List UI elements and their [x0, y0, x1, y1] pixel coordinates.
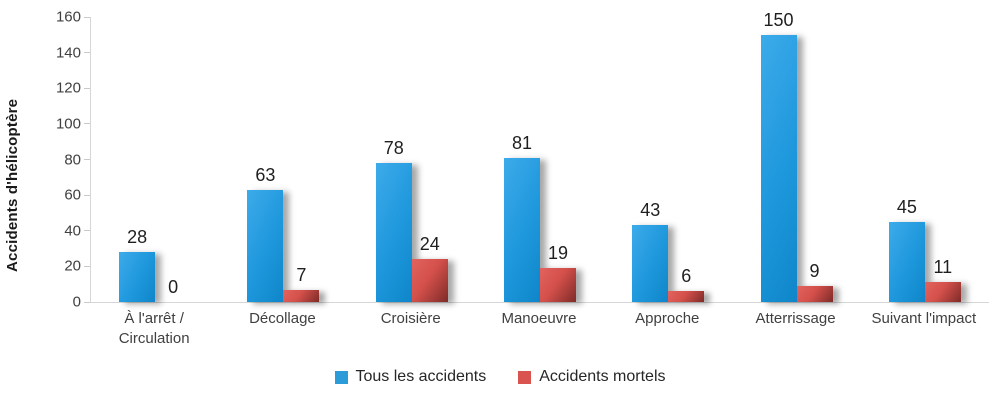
y-tick-mark [84, 265, 90, 267]
value-label-total-6: 45 [896, 196, 917, 217]
y-tick-label: 140 [55, 44, 81, 62]
y-tick-label: 160 [55, 8, 81, 26]
bar-total-6 [888, 221, 925, 302]
x-axis-labels: À l'arrêt / Circulation Décollage Croisièr… [0, 309, 1000, 355]
x-category-label-3: Manoeuvre [501, 310, 577, 327]
y-tick-mark [84, 87, 90, 89]
legend-item-total: Tous les accidents [334, 368, 487, 386]
legend: Tous les accidents Accidents mortels [0, 368, 1000, 386]
y-axis-title: Accidents d'hélicoptère [4, 98, 21, 272]
y-tick-mark [84, 230, 90, 232]
bar-total-0 [119, 252, 156, 302]
value-label-fatal-0: 0 [168, 277, 179, 297]
y-tick-mark [84, 159, 90, 160]
value-label-fatal-2: 24 [419, 234, 440, 255]
bar-total-2 [375, 163, 412, 302]
y-tick-label: 20 [64, 257, 81, 275]
plot-area: 0 20 40 60 80 100 120 140 160 28 0 63 7 78 24 81 19 43 6 15… [56, 9, 989, 311]
bar-total-5 [760, 34, 797, 302]
y-tick-label: 120 [55, 79, 81, 97]
bar-fatal-5 [796, 285, 833, 302]
legend-swatch-icon [518, 370, 532, 384]
legend-swatch-icon [334, 370, 348, 384]
bar-fatal-3 [540, 268, 576, 302]
y-tick-mark [84, 52, 90, 54]
y-tick-label: 0 [72, 293, 81, 311]
x-category-label-6: Suivant l'impact [871, 310, 977, 327]
bar-fatal-2 [411, 259, 448, 302]
value-label-total-4: 43 [640, 200, 661, 221]
y-tick-label: 80 [64, 151, 81, 168]
value-label-total-2: 78 [383, 138, 404, 159]
legend-label: Accidents mortels [539, 368, 666, 385]
bar-total-1 [247, 189, 284, 302]
value-label-total-5: 150 [763, 9, 794, 30]
y-tick-label: 100 [55, 115, 81, 133]
value-label-fatal-3: 19 [547, 243, 569, 264]
x-category-label-0: À l'arrêt / Circulation [118, 310, 190, 348]
legend-label: Tous les accidents [355, 368, 487, 385]
x-category-label-2: Croisière [380, 310, 441, 327]
y-tick-mark [84, 301, 90, 303]
y-tick-mark [84, 16, 90, 18]
value-label-fatal-4: 6 [681, 266, 692, 287]
value-label-fatal-1: 7 [296, 264, 307, 285]
y-tick-label: 40 [64, 222, 81, 240]
value-label-total-0: 28 [127, 227, 148, 248]
x-category-label-1: Décollage [249, 310, 316, 327]
y-tick-mark [84, 194, 90, 196]
bar-fatal-6 [924, 282, 961, 302]
bar-total-3 [504, 157, 540, 302]
y-tick-label: 60 [64, 186, 81, 204]
legend-item-fatal: Accidents mortels [518, 368, 666, 386]
x-category-label-4: Approche [635, 310, 700, 327]
bar-total-4 [632, 225, 669, 302]
bar-fatal-4 [668, 291, 705, 302]
value-label-total-1: 63 [255, 164, 276, 185]
bar-fatal-1 [283, 289, 320, 302]
value-label-fatal-6: 11 [933, 257, 953, 278]
value-label-fatal-5: 9 [809, 260, 820, 281]
y-tick-mark [84, 123, 90, 125]
value-label-total-3: 81 [511, 132, 533, 153]
x-category-label-5: Atterrissage [755, 310, 836, 327]
